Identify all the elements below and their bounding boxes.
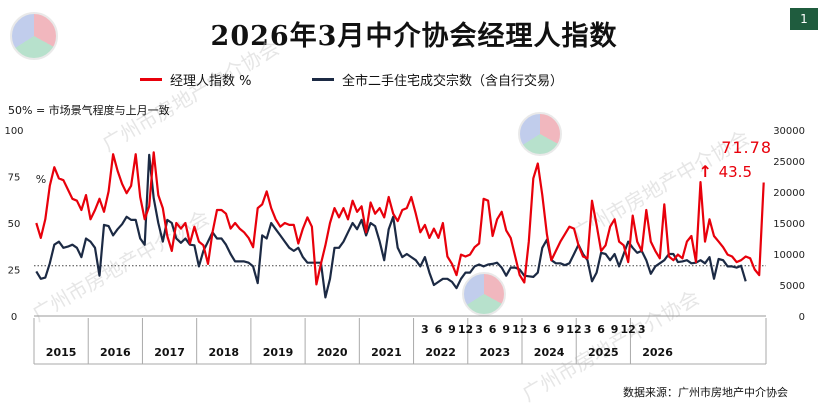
year-tick-label: 2017	[154, 346, 185, 359]
month-tick-label: 3	[638, 323, 646, 336]
legend-swatch-red	[140, 78, 162, 81]
association-logo-icon	[462, 272, 506, 316]
y-right-tick-label: 5000	[780, 281, 805, 292]
month-tick-label: 6	[489, 323, 497, 336]
y-left-unit-label: %	[36, 173, 46, 186]
month-tick-label: 12	[458, 323, 473, 336]
month-tick-label: 9	[448, 323, 456, 336]
up-arrow-icon: ↑	[699, 162, 712, 181]
month-tick-label: 9	[557, 323, 565, 336]
month-tick-label: 3	[475, 323, 483, 336]
legend-item-index: 经理人指数 %	[140, 70, 252, 89]
y-right-tick-label: 30000	[773, 126, 805, 137]
year-tick-label: 2024	[534, 346, 565, 359]
month-tick-label: 12	[566, 323, 581, 336]
y-left-tick-label: 100	[4, 126, 23, 137]
y-left-tick-label: 75	[8, 173, 21, 184]
month-tick-label: 3	[421, 323, 429, 336]
legend-item-volume: 全市二手住宅成交宗数（含自行交易）	[312, 70, 563, 89]
y-left-tick-label: 50	[8, 219, 21, 230]
year-tick-label: 2021	[371, 346, 402, 359]
year-tick-label: 2023	[480, 346, 511, 359]
year-tick-label: 2026	[642, 346, 673, 359]
legend-swatch-navy	[312, 78, 334, 81]
data-source: 数据来源：广州市房地产中介协会	[623, 386, 788, 399]
page-title: 2026年3月中介协会经理人指数	[210, 21, 618, 52]
series-line-index	[35, 151, 765, 286]
y-right-tick-label: 15000	[773, 219, 805, 230]
y-right-tick-label: 25000	[773, 157, 805, 168]
page-number-badge: 1	[790, 8, 818, 30]
y-right-tick-label: 0	[799, 312, 805, 323]
data-label-previous: 43.5	[719, 163, 752, 181]
legend-label: 经理人指数 %	[170, 74, 252, 89]
y-right-tick-label: 20000	[773, 188, 805, 199]
month-tick-label: 3	[529, 323, 537, 336]
month-tick-label: 12	[512, 323, 527, 336]
legend-label: 全市二手住宅成交宗数（含自行交易）	[342, 74, 564, 89]
y-left-tick-label: 0	[11, 312, 17, 323]
year-tick-label: 2016	[100, 346, 131, 359]
month-tick-label: 6	[543, 323, 551, 336]
year-tick-label: 2015	[46, 346, 77, 359]
month-tick-label: 9	[611, 323, 619, 336]
month-tick-label: 9	[502, 323, 510, 336]
month-tick-label: 3	[584, 323, 592, 336]
y-right-tick-label: 10000	[773, 250, 805, 261]
series-line-volume	[35, 153, 747, 299]
data-label-current: 71.78	[721, 138, 772, 157]
year-tick-label: 2018	[208, 346, 239, 359]
month-tick-label: 6	[597, 323, 605, 336]
association-logo-icon	[10, 12, 58, 60]
month-tick-label: 12	[621, 323, 636, 336]
association-logo-icon	[518, 112, 562, 156]
y-left-tick-label: 25	[8, 266, 21, 277]
year-tick-label: 2022	[425, 346, 456, 359]
month-tick-label: 6	[435, 323, 443, 336]
chart-note: 50% = 市场景气程度与上月一致	[8, 104, 170, 117]
year-tick-label: 2020	[317, 346, 348, 359]
year-tick-label: 2019	[263, 346, 294, 359]
year-tick-label: 2025	[588, 346, 619, 359]
